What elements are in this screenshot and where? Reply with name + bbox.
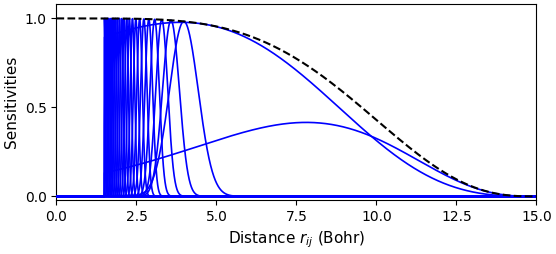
X-axis label: Distance $r_{ij}$ (Bohr): Distance $r_{ij}$ (Bohr) [228,229,365,250]
Y-axis label: Sensitivities: Sensitivities [4,56,19,148]
